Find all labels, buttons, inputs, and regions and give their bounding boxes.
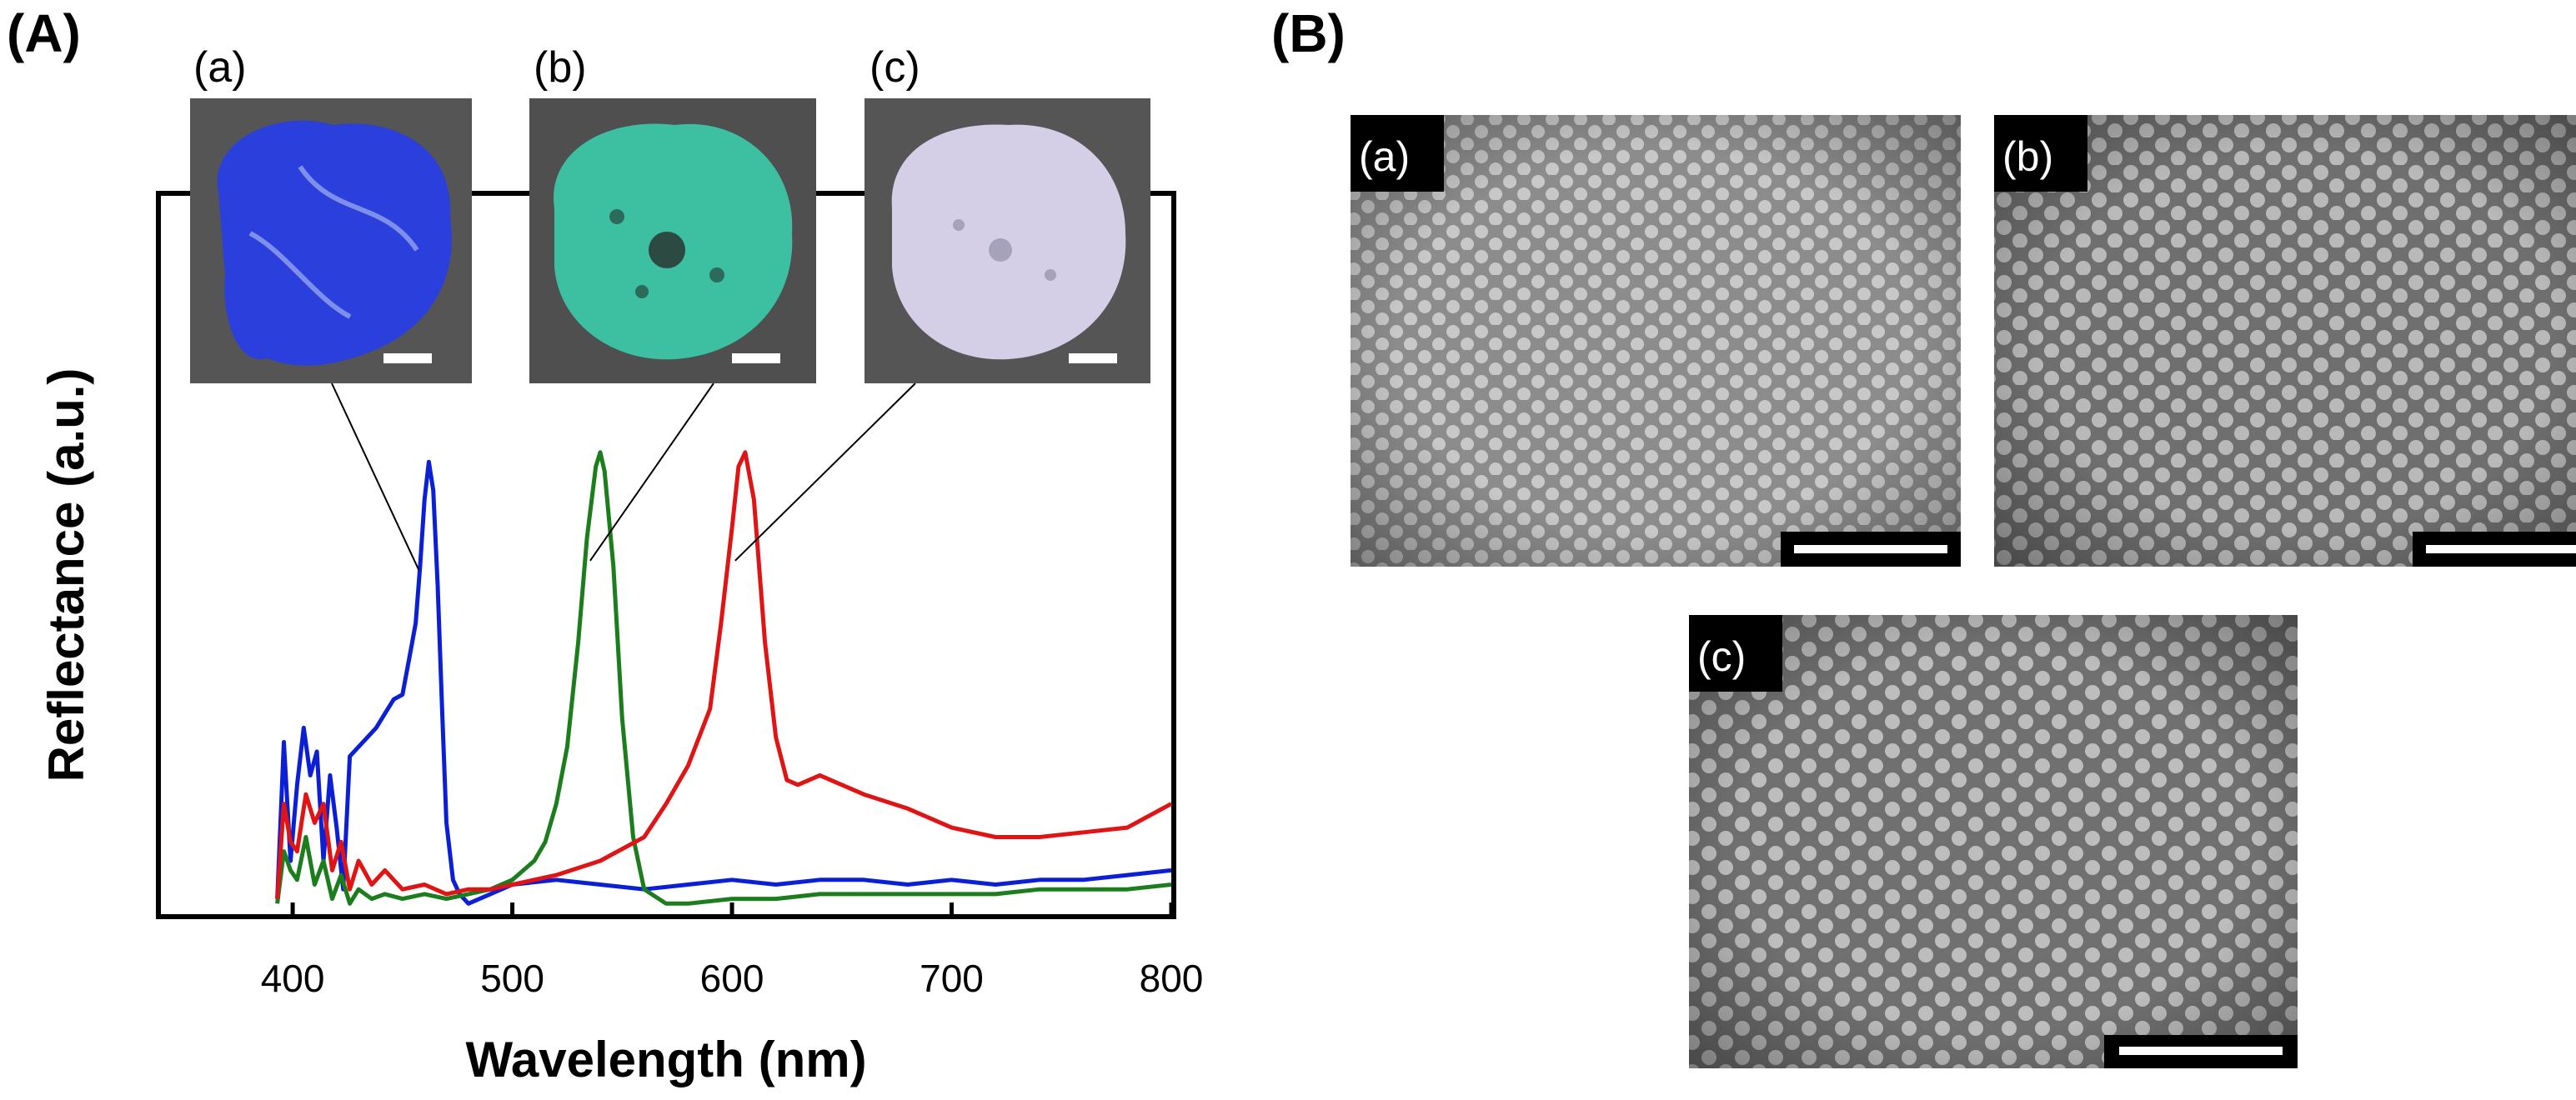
x-axis-ticks: 400 500 600 700 800: [261, 902, 1204, 1000]
series-layer: [275, 450, 1173, 906]
sem-label-b: (b): [2002, 133, 2053, 180]
panel-label-b: (B): [1271, 3, 1346, 63]
sem-label-c: (c): [1697, 633, 1746, 680]
series-line-c: [275, 450, 1173, 899]
inset-photo-b: [529, 98, 816, 383]
leader-line-b: [589, 382, 714, 562]
inset-label-c: (c): [870, 43, 920, 92]
inset-label-b: (b): [534, 43, 587, 92]
sem-image-c: [1689, 615, 2298, 1068]
panel-label-a: (A): [7, 3, 81, 63]
inset-photo-a: [190, 98, 472, 383]
inset-a-film: [217, 120, 452, 366]
inset-photo-c: [865, 98, 1150, 383]
leader-layer: [331, 382, 916, 571]
series-line-b: [275, 450, 1172, 906]
inset-label-a: (a): [193, 43, 247, 92]
y-axis-title: Reflectance (a.u.): [38, 368, 94, 782]
leader-line-c: [734, 382, 916, 562]
sem-image-a: [1351, 115, 1961, 567]
sem-image-b: [1994, 115, 2576, 567]
x-tick-label: 600: [700, 957, 764, 1000]
leader-line-a: [331, 382, 420, 571]
series-line-a: [275, 459, 1172, 906]
x-tick-label: 400: [261, 957, 325, 1000]
x-tick-label: 500: [480, 957, 544, 1000]
x-tick-label: 800: [1140, 957, 1204, 1000]
sem-label-a: (a): [1359, 133, 1410, 180]
x-tick-label: 700: [920, 957, 984, 1000]
x-axis-title: Wavelength (nm): [465, 1032, 866, 1088]
